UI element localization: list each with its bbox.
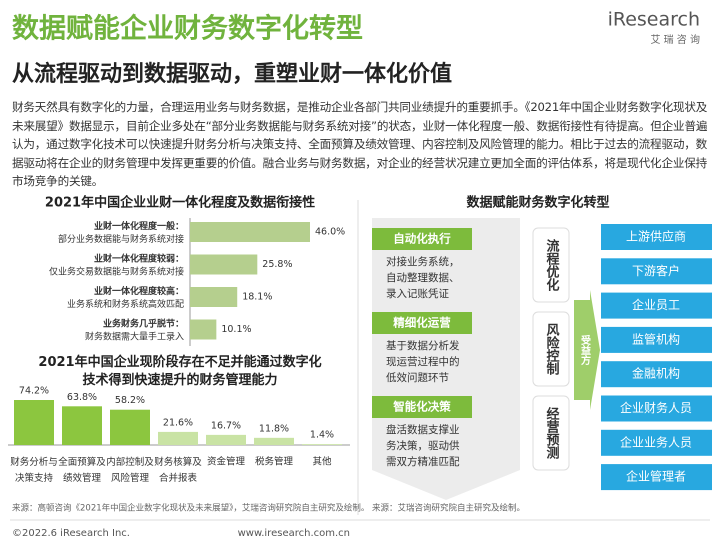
value-label: 74.2%: [19, 386, 49, 397]
category-label: 业务财务几乎脱节：财务数据需大量手工录入: [85, 317, 184, 342]
logo-sub: 艾 瑞 咨 询: [650, 33, 700, 46]
stage-heading: 精细化运营: [393, 316, 451, 330]
beneficiary: 企业财务人员: [620, 400, 692, 415]
stage-label-box: [532, 227, 570, 303]
beneficiary: 上游供应商: [626, 229, 686, 244]
stage-text: 基于数据分析发现运营过程中的低效问题环节: [386, 339, 460, 384]
beneficiary-box: [601, 326, 712, 353]
bar: [190, 254, 258, 275]
stage-heading-box: [372, 228, 472, 250]
value-label: 63.8%: [67, 392, 97, 403]
category-label: 业财一体化程度较高：业务系统和财务系统高效匹配: [67, 285, 184, 310]
category-label: 全面预算及绩效管理: [58, 456, 106, 484]
flow-arrow: [372, 218, 520, 500]
stage-label-box: [532, 395, 570, 471]
beneficiary: 企业员工: [632, 297, 680, 312]
beneficiary: 企业管理者: [626, 469, 686, 484]
title: 数据赋能企业财务数字化转型: [12, 13, 363, 45]
beneficiary-box: [601, 429, 712, 456]
category-label: 其他: [312, 456, 332, 468]
category-label: 资金管理: [207, 456, 246, 468]
stage-label-box: [532, 311, 570, 387]
logo: iResearch: [608, 9, 700, 31]
category-label: 业财一体化程度较弱：仅业务交易数据能与财务系统对接: [49, 252, 184, 277]
beneficiary: 监管机构: [632, 331, 680, 346]
benefit-arrow: [574, 290, 600, 410]
value-label: 25.8%: [262, 259, 292, 270]
stage-label: 经营预测: [544, 406, 560, 460]
value-label: 1.4%: [310, 430, 334, 441]
value-label: 11.8%: [259, 423, 289, 434]
bar: [14, 400, 54, 445]
paragraph: 财务天然具有数字化的力量，合理运用业务与财务数据，是推动企业各部门共同业绩提升的…: [12, 100, 708, 188]
beneficiary-box: [601, 395, 712, 422]
copyright: ©2022.6 iResearch Inc.: [12, 528, 130, 539]
beneficiary: 企业业务人员: [620, 434, 692, 449]
bar: [206, 434, 246, 445]
stage-heading: 自动化执行: [393, 232, 451, 246]
bar: [190, 222, 310, 242]
value-label: 21.6%: [163, 417, 193, 428]
stage-label: 风险控制: [544, 323, 560, 376]
bar: [190, 287, 238, 307]
category-label: 内部控制及风险管理: [106, 456, 154, 484]
value-label: 10.1%: [221, 324, 251, 335]
diagram-title: 数据赋能财务数字化转型: [466, 195, 609, 211]
bar: [254, 437, 294, 445]
bar: [62, 406, 102, 445]
bar: [110, 409, 150, 445]
chart-title: 2021年中国企业业财一体化程度及数据衔接性: [45, 195, 315, 211]
beneficiary-box: [601, 258, 712, 285]
value-label: 18.1%: [242, 292, 272, 303]
beneficiary-box: [601, 224, 712, 250]
bar: [158, 431, 198, 445]
stage-text: 对接业务系统，自动整理数据、录入记账凭证: [386, 255, 460, 300]
stage-heading-box: [372, 396, 472, 418]
category-label: 财务核算及合并报表: [154, 456, 202, 484]
value-label: 16.7%: [211, 420, 241, 431]
url: www.iresearch.com.cn: [238, 528, 350, 539]
arrow-label: 受益方: [579, 334, 591, 366]
stage-text: 盘活数据支撑业务决策，驱动供需双方精准匹配: [386, 423, 460, 468]
beneficiary: 金融机构: [632, 366, 680, 381]
beneficiary-box: [601, 292, 712, 319]
value-label: 46.0%: [315, 227, 345, 238]
subtitle: 从流程驱动到数据驱动，重塑业财一体化价值: [12, 61, 452, 87]
category-label: 税务管理: [255, 456, 294, 468]
source: 来源：高顿咨询《2021年中国企业数字化现状及未来展望》，艾瑞咨询研究院自主研究…: [12, 503, 369, 514]
stage-label: 流程优化: [544, 238, 560, 292]
bar: [190, 319, 217, 340]
bar: [302, 444, 342, 445]
beneficiary: 下游客户: [632, 263, 680, 278]
source: 来源：艾瑞咨询研究院自主研究及绘制。: [372, 503, 525, 514]
beneficiary-box: [601, 464, 712, 491]
category-label: 业财一体化程度一般：部分业务数据能与财务系统对接: [58, 220, 184, 245]
chart-title: 2021年中国企业现阶段存在不足并能通过数字化技术得到快速提升的财务管理能力: [38, 354, 321, 388]
stage-heading-box: [372, 312, 472, 334]
stage-heading: 智能化决策: [393, 400, 451, 414]
category-label: 财务分析与决策支持: [10, 456, 58, 484]
beneficiary-box: [601, 361, 712, 388]
value-label: 58.2%: [115, 395, 145, 406]
